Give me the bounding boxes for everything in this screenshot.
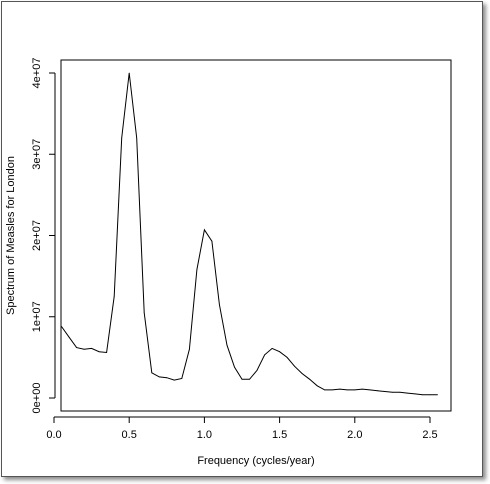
data-point xyxy=(301,373,303,374)
data-point xyxy=(106,352,107,353)
x-tick-label: 2.0 xyxy=(347,429,362,441)
x-tick-label: 1.5 xyxy=(272,429,287,441)
data-point xyxy=(384,391,386,392)
y-tick-label: 4e+07 xyxy=(31,58,43,89)
data-point xyxy=(204,229,205,231)
data-point xyxy=(369,389,371,391)
y-axis-label: Spectrum of Measles for London xyxy=(5,156,17,315)
data-point xyxy=(437,394,438,396)
data-point xyxy=(354,389,356,391)
x-tick-label: 0.5 xyxy=(122,429,137,441)
data-point xyxy=(361,388,363,390)
data-point xyxy=(429,394,431,396)
data-point xyxy=(346,389,348,391)
data-point xyxy=(256,370,258,371)
data-point xyxy=(61,326,62,327)
data-point xyxy=(219,304,220,305)
y-tick-label: 2e+07 xyxy=(31,220,43,251)
data-point xyxy=(121,137,123,139)
data-point xyxy=(173,379,175,381)
data-point xyxy=(264,354,265,356)
data-point xyxy=(392,391,393,393)
data-point xyxy=(286,357,288,358)
data-point xyxy=(83,348,85,350)
data-point xyxy=(211,240,213,242)
data-point xyxy=(128,72,130,74)
spectrum-chart: 0.0 0.5 1.0 1.5 2.0 2.5 0e+00 1e+07 2e+07 3e+07 4… xyxy=(5,58,452,467)
series-points xyxy=(61,72,438,396)
data-point xyxy=(196,269,198,270)
data-point xyxy=(113,296,115,297)
data-point xyxy=(158,376,160,378)
data-point xyxy=(309,378,311,380)
data-point xyxy=(166,377,168,379)
data-point xyxy=(98,351,100,353)
data-point xyxy=(234,366,235,368)
x-axis: 0.0 0.5 1.0 1.5 2.0 2.5 xyxy=(46,416,438,441)
data-point xyxy=(143,312,145,314)
data-point xyxy=(68,336,70,338)
data-point xyxy=(414,393,416,395)
chart-frame: 0.0 0.5 1.0 1.5 2.0 2.5 0e+00 1e+07 2e+07 3e+07 4… xyxy=(1,1,483,477)
data-point xyxy=(331,389,333,391)
data-point xyxy=(399,391,401,393)
data-point xyxy=(241,378,243,380)
data-point xyxy=(181,378,183,379)
data-point xyxy=(339,388,341,390)
data-point xyxy=(189,348,190,350)
y-tick-label: 1e+07 xyxy=(31,301,43,332)
plot-box xyxy=(60,59,452,412)
x-tick-label: 2.5 xyxy=(422,429,437,441)
data-point xyxy=(377,390,378,392)
x-tick-label: 1.0 xyxy=(197,429,212,441)
spectrum-line xyxy=(61,72,438,396)
data-point xyxy=(76,347,77,348)
data-point xyxy=(249,378,250,380)
y-axis: 0e+00 1e+07 2e+07 3e+07 4e+07 xyxy=(31,58,56,414)
x-tick-label: 0.0 xyxy=(46,429,61,441)
x-axis-label: Frequency (cycles/year) xyxy=(197,455,314,467)
data-point xyxy=(407,392,408,394)
data-point xyxy=(279,351,280,353)
data-point xyxy=(422,394,423,396)
data-point xyxy=(226,344,228,346)
data-point xyxy=(324,389,326,391)
y-tick-label: 3e+07 xyxy=(31,139,43,170)
data-point xyxy=(91,348,92,349)
data-point xyxy=(316,385,318,387)
data-point xyxy=(151,372,153,374)
data-point xyxy=(294,365,295,367)
y-tick-label: 0e+00 xyxy=(31,383,43,414)
data-point xyxy=(271,348,273,349)
data-point xyxy=(136,137,138,139)
